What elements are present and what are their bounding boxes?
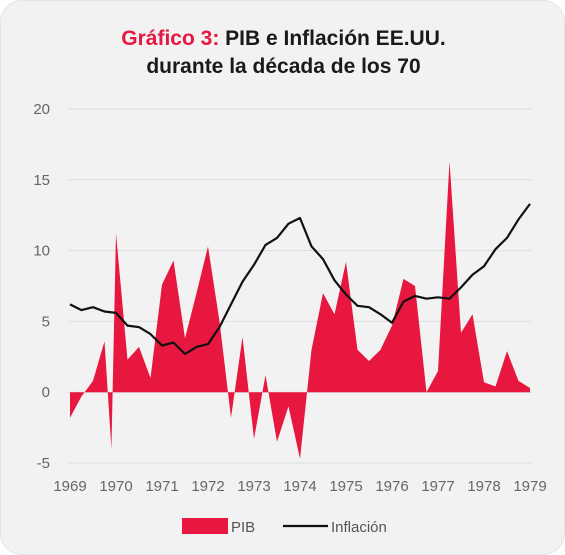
- pib-area: [70, 161, 530, 459]
- legend-label-inflation: Inflación: [331, 519, 387, 536]
- y-axis: 20 15 10 5 0 -5: [33, 101, 50, 472]
- x-tick-label: 1973: [237, 478, 270, 495]
- x-tick-label: 1972: [191, 478, 224, 495]
- x-tick-label: 1971: [145, 478, 178, 495]
- y-tick-label: 5: [42, 313, 50, 330]
- x-tick-label: 1970: [99, 478, 132, 495]
- x-tick-label: 1974: [283, 478, 316, 495]
- x-tick-label: 1976: [375, 478, 408, 495]
- y-tick-label: 10: [33, 243, 50, 260]
- inflation-line: [69, 203, 531, 356]
- title-prefix: Gráfico 3:: [121, 27, 220, 50]
- y-tick-label: 20: [33, 101, 50, 118]
- legend: PIB Inflación: [182, 518, 387, 536]
- x-tick-label: 1975: [329, 478, 362, 495]
- x-tick-label: 1978: [467, 478, 500, 495]
- title-line-2: durante la década de los 70: [146, 55, 421, 78]
- x-tick-label: 1977: [421, 478, 454, 495]
- y-tick-label: 15: [33, 172, 50, 189]
- title-line-1: Gráfico 3: PIB e Inflación EE.UU.: [1, 25, 565, 53]
- legend-swatch-pib: [182, 518, 228, 534]
- y-tick-label: 0: [42, 384, 50, 401]
- x-axis: 1969 1970 1971 1972 1973 1974 1975 1976 1977 1978…: [53, 478, 546, 495]
- chart-title: Gráfico 3: PIB e Inflación EE.UU. durant…: [1, 25, 565, 81]
- x-tick-label: 1979: [513, 478, 546, 495]
- title-main: PIB e Inflación EE.UU.: [225, 27, 446, 50]
- x-tick-label: 1969: [53, 478, 86, 495]
- legend-label-pib: PIB: [231, 519, 255, 536]
- pib-area-shape: [70, 161, 530, 459]
- y-tick-label: -5: [37, 455, 50, 472]
- inflation-line-group: [69, 203, 531, 356]
